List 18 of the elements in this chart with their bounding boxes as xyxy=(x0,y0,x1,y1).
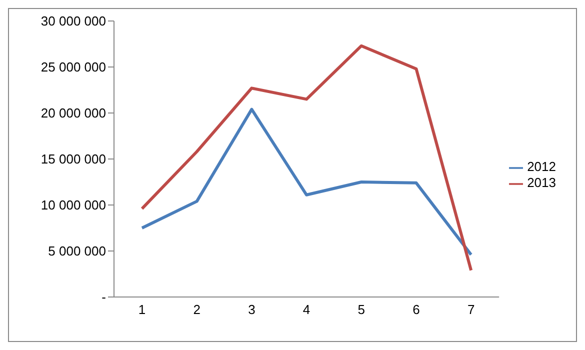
x-tick-label: 1 xyxy=(138,302,146,318)
line-series xyxy=(140,108,473,256)
y-tick-label: 10 000 000 xyxy=(40,198,106,213)
y-tick-label: 5 000 000 xyxy=(48,244,106,259)
line-series xyxy=(140,44,473,272)
x-tick-label: 7 xyxy=(467,302,475,318)
y-tick-label: 25 000 000 xyxy=(40,60,106,75)
x-tick-label: 2 xyxy=(193,302,200,318)
legend-label: 2013 xyxy=(527,175,556,190)
y-tick-label: 20 000 000 xyxy=(40,106,106,121)
y-tick-label: - xyxy=(102,290,106,305)
x-tick-label: 5 xyxy=(358,302,366,318)
y-tick-label: 15 000 000 xyxy=(40,152,106,167)
x-tick-label: 3 xyxy=(248,302,256,318)
y-tick-label: 30 000 000 xyxy=(40,14,106,29)
legend-label: 2012 xyxy=(527,159,556,174)
x-tick-label: 6 xyxy=(412,302,420,318)
x-tick-label: 4 xyxy=(302,302,310,318)
